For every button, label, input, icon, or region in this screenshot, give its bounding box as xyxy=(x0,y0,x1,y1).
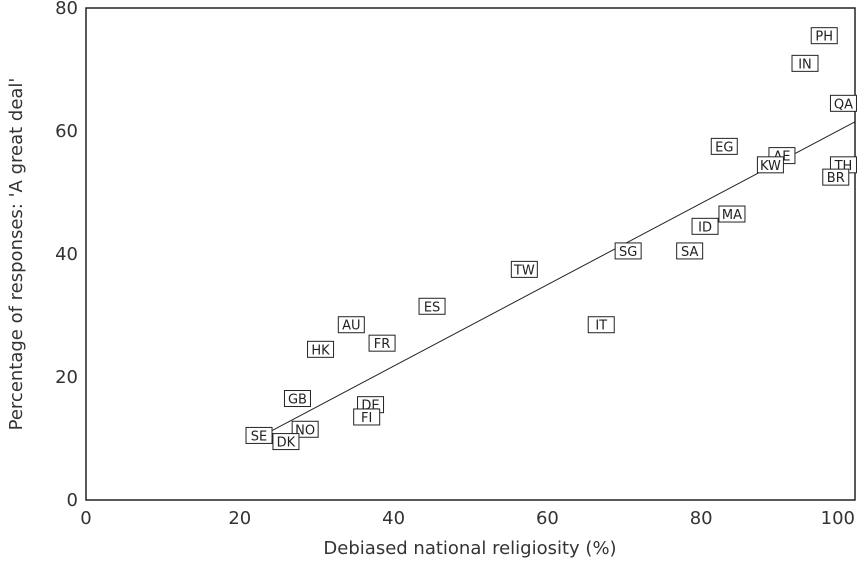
trend-line xyxy=(262,121,856,436)
data-point-sa: SA xyxy=(676,242,704,260)
point-label: SG xyxy=(619,245,637,260)
point-label: IN xyxy=(798,57,812,72)
x-tick-label: 20 xyxy=(228,508,251,529)
data-point-tw: TW xyxy=(510,260,538,278)
x-axis-label: Debiased national religiosity (%) xyxy=(323,538,616,559)
point-label: FR xyxy=(374,337,391,352)
point-label: ID xyxy=(698,220,712,235)
point-label: FI xyxy=(361,411,372,426)
point-label-box xyxy=(791,54,819,72)
y-axis-label: Percentage of responses: 'A great deal' xyxy=(6,78,27,431)
data-point-it: IT xyxy=(587,316,615,334)
point-label-box xyxy=(710,137,738,155)
data-point-es: ES xyxy=(418,297,446,315)
data-point-sg: SG xyxy=(614,242,642,260)
point-label: AU xyxy=(342,319,360,334)
x-tick-label: 100 xyxy=(821,508,855,529)
y-tick-labels: 0 20 40 60 80 xyxy=(55,0,78,511)
point-label: GB xyxy=(288,393,307,408)
x-tick-label: 60 xyxy=(536,508,559,529)
point-label: SE xyxy=(251,429,267,444)
y-tick-label: 40 xyxy=(55,244,78,265)
y-tick-label: 20 xyxy=(55,367,78,388)
point-label: SA xyxy=(681,245,698,260)
x-tick-label: 0 xyxy=(80,508,91,529)
point-label: NO xyxy=(295,423,315,438)
point-label: BR xyxy=(827,171,845,186)
data-point-in: IN xyxy=(791,54,819,72)
data-point-kw: KW xyxy=(756,156,784,174)
y-tick-label: 0 xyxy=(67,490,78,511)
data-points: PHINQAEGAEKWTHBRMAIDSGSATWESITAUFRHKGBDE… xyxy=(245,27,857,451)
point-label-box xyxy=(368,334,396,352)
data-point-ma: MA xyxy=(718,205,746,223)
point-label-box xyxy=(587,316,615,334)
point-label-box xyxy=(245,426,273,444)
point-label: IT xyxy=(595,319,607,334)
data-point-eg: EG xyxy=(710,137,738,155)
point-label-box xyxy=(614,242,642,260)
data-point-fr: FR xyxy=(368,334,396,352)
x-tick-label: 80 xyxy=(690,508,713,529)
data-point-gb: GB xyxy=(283,390,311,408)
point-label: ES xyxy=(424,300,440,315)
data-point-ph: PH xyxy=(810,27,838,45)
data-point-qa: QA xyxy=(829,94,857,112)
point-label: EG xyxy=(715,140,733,155)
point-label: HK xyxy=(311,343,330,358)
point-label-box xyxy=(822,168,850,186)
point-label-box xyxy=(283,390,311,408)
point-label-box xyxy=(756,156,784,174)
point-label: TW xyxy=(513,263,535,278)
point-label-box xyxy=(691,217,719,235)
point-label-box xyxy=(272,433,300,451)
plot-frame xyxy=(85,7,856,501)
data-point-br: BR xyxy=(822,168,850,186)
point-label: DK xyxy=(277,436,296,451)
point-label: QA xyxy=(834,97,853,112)
point-label-box xyxy=(810,27,838,45)
point-label: MA xyxy=(722,208,742,223)
data-point-se: SE xyxy=(245,426,273,444)
data-point-fi: FI xyxy=(353,408,381,426)
point-label: KW xyxy=(760,159,781,174)
point-label-box xyxy=(829,94,857,112)
point-label-box xyxy=(418,297,446,315)
y-tick-label: 80 xyxy=(55,0,78,19)
point-label: PH xyxy=(815,30,833,45)
data-point-hk: HK xyxy=(307,340,335,358)
data-point-id: ID xyxy=(691,217,719,235)
point-label-box xyxy=(676,242,704,260)
point-label-box xyxy=(510,260,538,278)
data-point-au: AU xyxy=(337,316,365,334)
point-label-box xyxy=(718,205,746,223)
y-tick-label: 60 xyxy=(55,121,78,142)
point-label-box xyxy=(307,340,335,358)
data-point-dk: DK xyxy=(272,433,300,451)
point-label-box xyxy=(337,316,365,334)
x-tick-label: 40 xyxy=(382,508,405,529)
point-label-box xyxy=(353,408,381,426)
x-tick-labels: 0 20 40 60 80 100 xyxy=(80,508,855,529)
